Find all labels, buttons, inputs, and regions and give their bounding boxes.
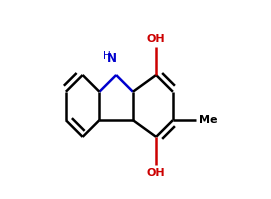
Text: H: H <box>103 51 111 61</box>
Text: OH: OH <box>147 34 166 44</box>
Text: OH: OH <box>147 168 166 178</box>
Text: N: N <box>107 52 117 65</box>
Text: Me: Me <box>199 115 218 125</box>
